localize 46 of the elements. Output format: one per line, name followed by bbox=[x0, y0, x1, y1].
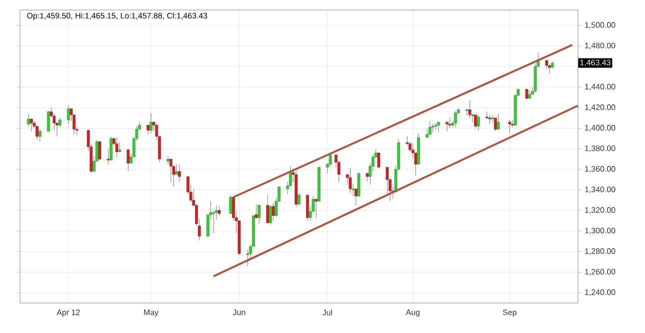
candlestick bbox=[448, 118, 452, 128]
candlestick bbox=[377, 152, 380, 168]
candlestick bbox=[66, 105, 70, 124]
candlestick bbox=[314, 198, 318, 218]
candlestick bbox=[525, 88, 528, 100]
candlestick bbox=[218, 206, 221, 216]
candlestick bbox=[366, 172, 369, 182]
candlestick bbox=[269, 205, 272, 226]
candlestick bbox=[106, 148, 110, 164]
candlestick bbox=[494, 118, 497, 132]
candlestick bbox=[258, 204, 261, 224]
candlestick bbox=[166, 156, 170, 164]
candlestick bbox=[126, 150, 130, 172]
candlestick bbox=[454, 110, 458, 128]
candlestick bbox=[428, 120, 432, 135]
candlestick bbox=[169, 158, 172, 183]
candlestick bbox=[357, 172, 360, 196]
candlestick bbox=[266, 194, 270, 224]
candlestick bbox=[38, 129, 42, 142]
candlestick bbox=[115, 137, 118, 158]
candlestick bbox=[30, 118, 33, 132]
candlestick bbox=[466, 108, 468, 116]
candlestick bbox=[229, 194, 232, 214]
candlestick bbox=[306, 194, 309, 222]
candlestick bbox=[178, 164, 181, 182]
candlestick bbox=[146, 124, 150, 135]
candlestick bbox=[47, 110, 50, 132]
candlestick bbox=[150, 112, 152, 134]
candlestick bbox=[446, 122, 448, 132]
candlestick bbox=[272, 203, 275, 222]
candlestick bbox=[488, 114, 492, 124]
candlestick bbox=[118, 141, 122, 152]
candlestick bbox=[496, 114, 500, 130]
candlestick bbox=[298, 192, 300, 205]
candlestick bbox=[474, 114, 477, 128]
candlestick bbox=[545, 60, 548, 70]
candlestick bbox=[508, 120, 512, 133]
candlestick bbox=[110, 136, 113, 160]
candlestick bbox=[437, 122, 440, 133]
candlestick bbox=[468, 100, 472, 118]
candlestick bbox=[254, 204, 258, 219]
candlestick bbox=[175, 164, 178, 175]
candlestick bbox=[476, 114, 480, 131]
candlestick bbox=[548, 64, 551, 74]
candlestick bbox=[348, 168, 352, 194]
candlestick bbox=[98, 141, 102, 160]
